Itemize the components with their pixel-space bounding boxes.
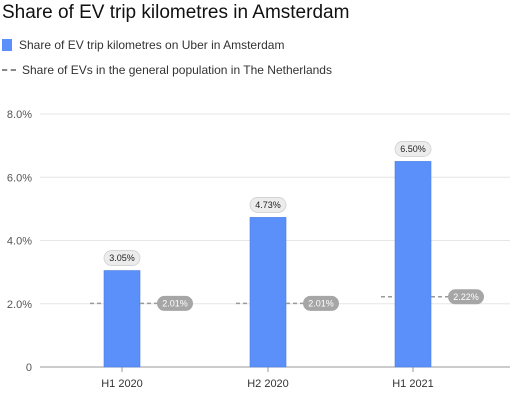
bar-value-pill bbox=[394, 141, 432, 157]
y-tick-label: 4.0% bbox=[7, 236, 32, 248]
bar-value-label: 4.73% bbox=[255, 200, 281, 210]
legend-item-population-ev: Share of EVs in the general population i… bbox=[2, 63, 332, 77]
bar-value-label: 3.05% bbox=[109, 253, 135, 263]
x-tick-label: H1 2021 bbox=[392, 378, 434, 390]
reference-value-label: 2.01% bbox=[162, 299, 188, 309]
bar bbox=[249, 217, 287, 368]
legend-item-uber-ev: Share of EV trip kilometres on Uber in A… bbox=[2, 38, 284, 52]
reference-value-label: 2.22% bbox=[453, 292, 479, 302]
legend-swatch-bar bbox=[2, 39, 12, 51]
x-tick-label: H2 2020 bbox=[247, 378, 289, 390]
y-tick-label: 2.0% bbox=[7, 299, 32, 311]
x-tick-label: H1 2020 bbox=[101, 378, 143, 390]
bar bbox=[394, 161, 432, 368]
bar-value-label: 6.50% bbox=[400, 144, 426, 154]
y-tick-label: 6.0% bbox=[7, 172, 32, 184]
bar-value-pill bbox=[249, 197, 287, 213]
reference-value-pill bbox=[157, 295, 193, 311]
legend-swatch-dash bbox=[2, 69, 16, 71]
y-tick-label: 0 bbox=[26, 362, 32, 374]
reference-value-label: 2.01% bbox=[308, 299, 334, 309]
chart-title: Share of EV trip kilometres in Amsterdam bbox=[2, 2, 350, 23]
legend-label-population-ev: Share of EVs in the general population i… bbox=[22, 63, 332, 77]
bar bbox=[103, 270, 141, 368]
reference-value-pill bbox=[448, 289, 484, 305]
legend-label-uber-ev: Share of EV trip kilometres on Uber in A… bbox=[19, 38, 285, 52]
y-tick-label: 8.0% bbox=[7, 109, 32, 121]
bar-value-pill bbox=[103, 250, 141, 266]
reference-value-pill bbox=[303, 295, 339, 311]
